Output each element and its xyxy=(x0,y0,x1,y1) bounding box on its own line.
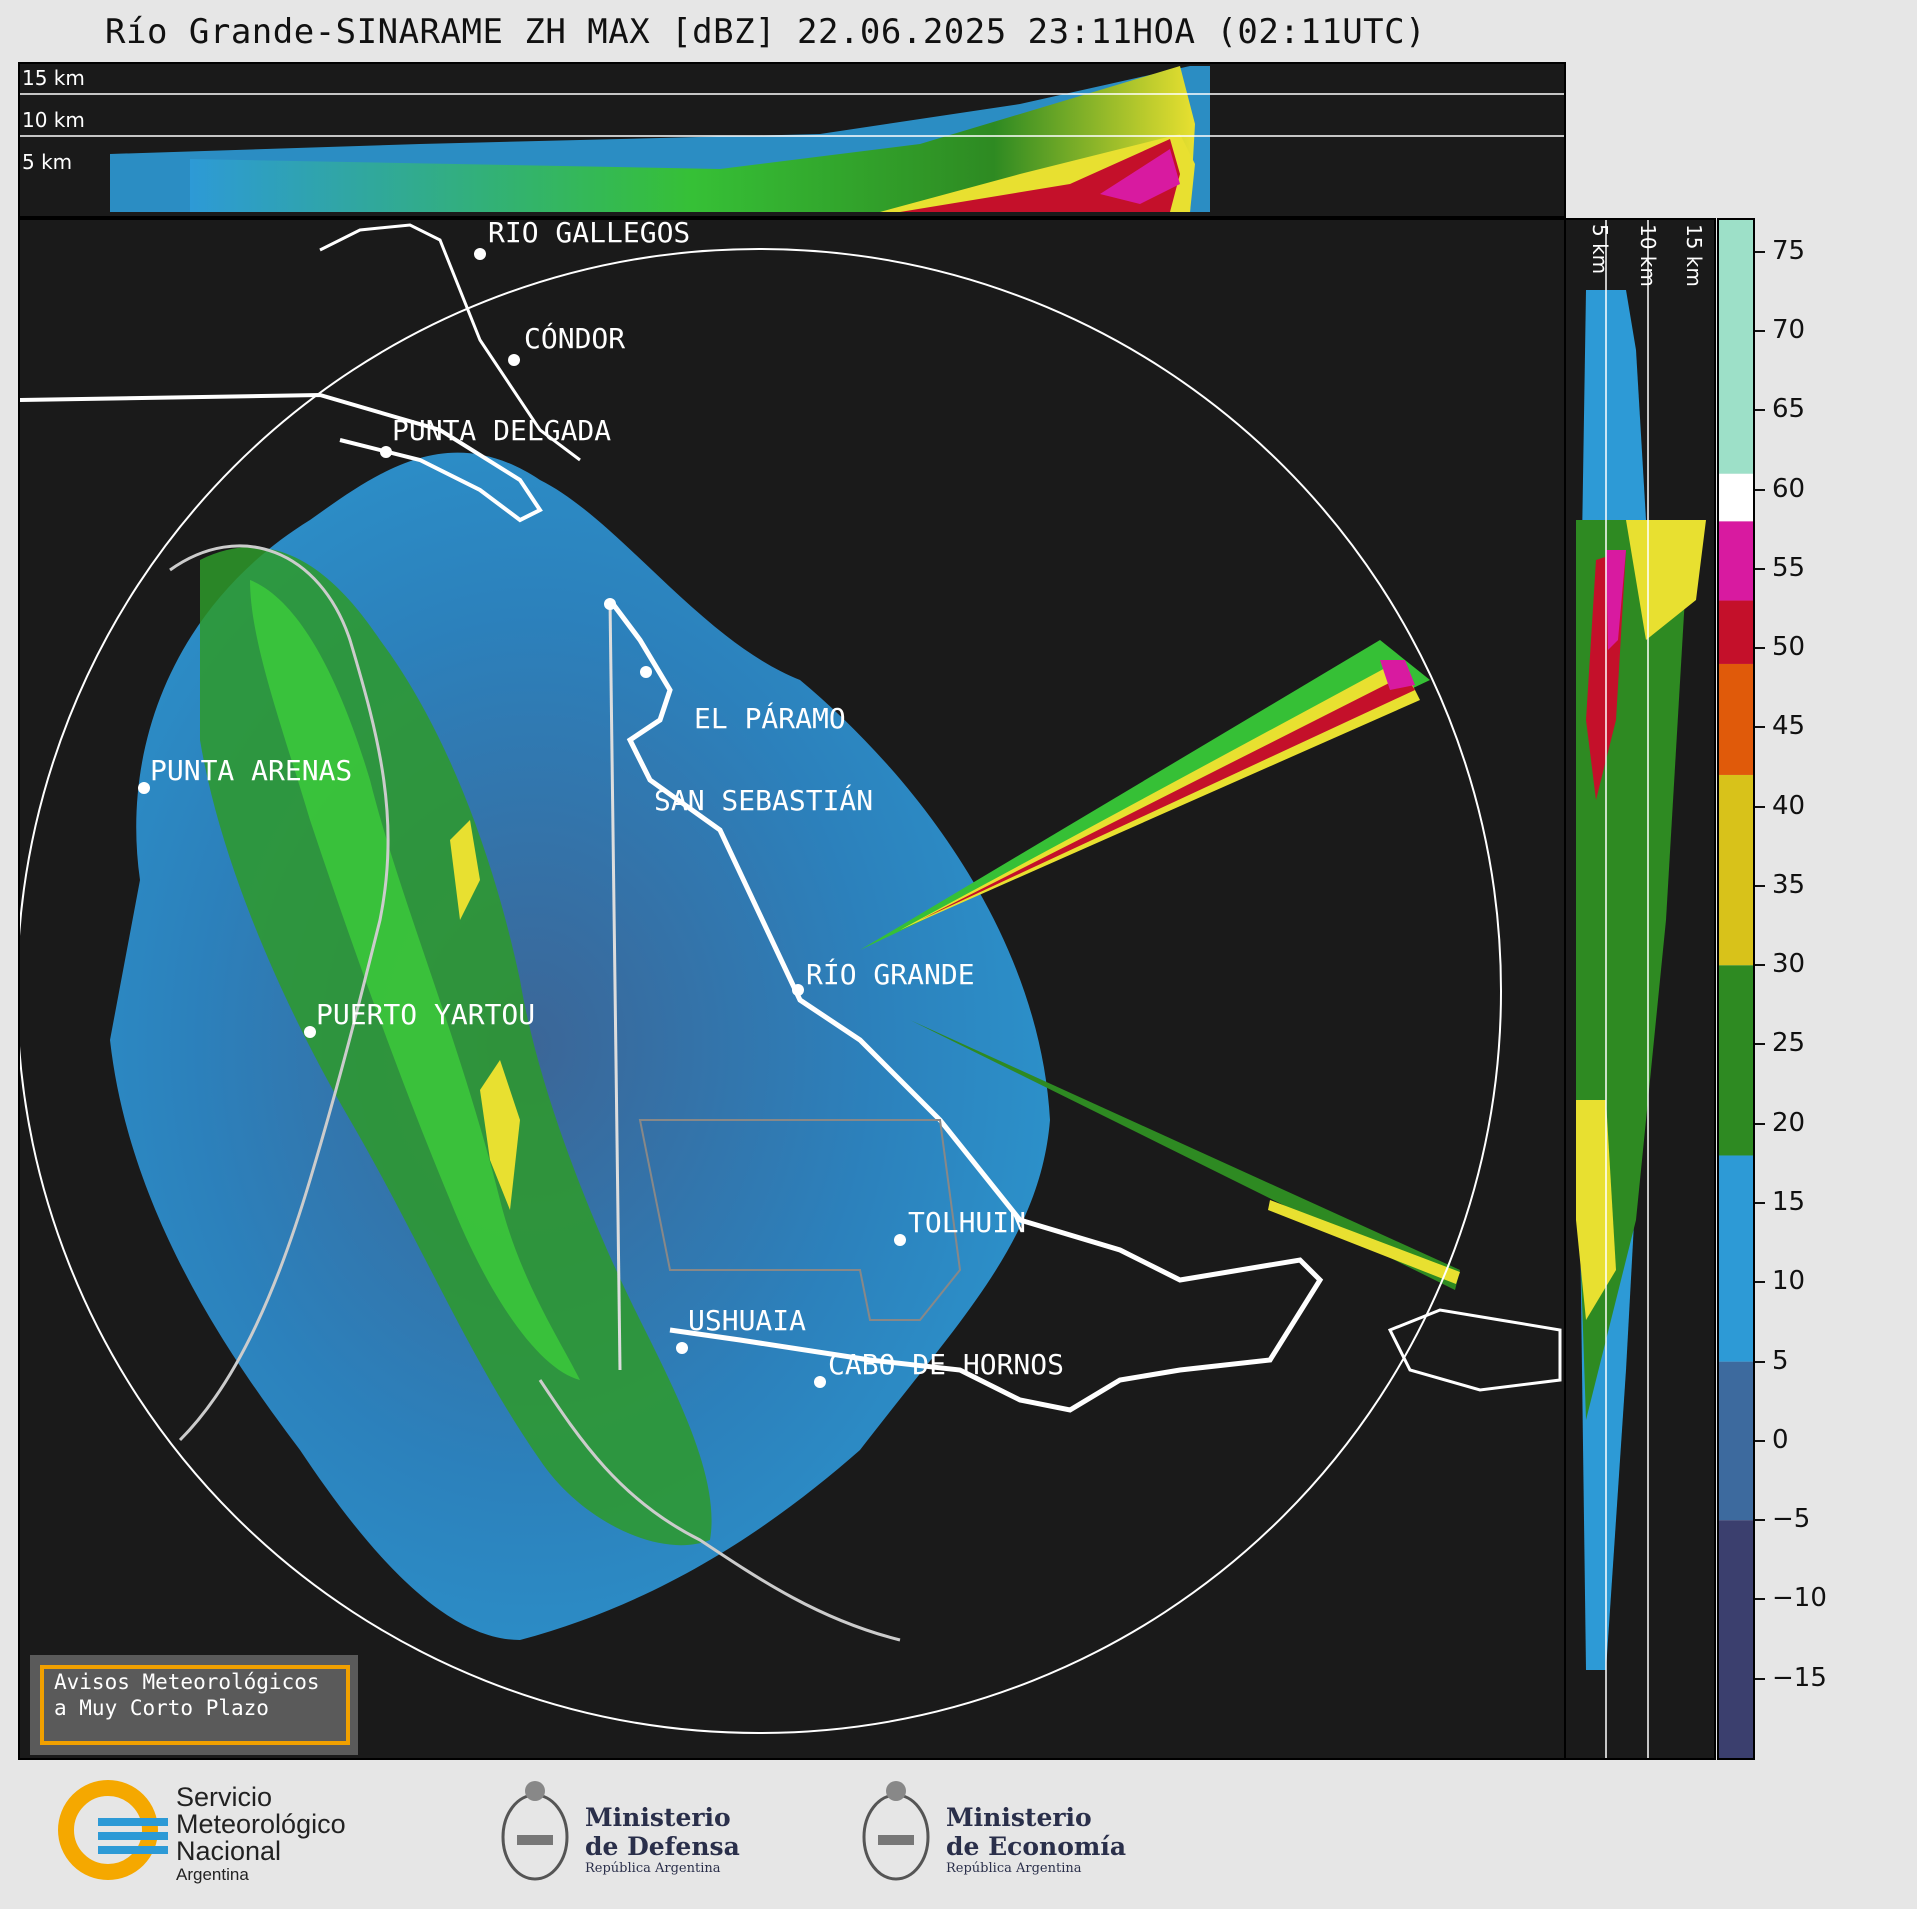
colorbar-tick-label: 30 xyxy=(1772,949,1806,980)
colorbar-tick xyxy=(1755,964,1765,967)
city-label: PUNTA ARENAS xyxy=(150,754,352,787)
colorbar-tick-label: 55 xyxy=(1772,552,1806,583)
colorbar-tick-label: −5 xyxy=(1772,1504,1811,1535)
colorbar-tick xyxy=(1755,726,1765,729)
colorbar-tick-label: 60 xyxy=(1772,473,1806,504)
colorbar-band xyxy=(1719,663,1753,775)
colorbar-tick-label: −10 xyxy=(1772,1583,1827,1614)
colorbar-tick xyxy=(1755,488,1765,491)
height-label-15km: 15 km xyxy=(22,66,85,90)
colorbar-tick xyxy=(1755,1677,1765,1680)
height-label-5km: 5 km xyxy=(22,150,73,174)
city-label: TOLHUIN xyxy=(908,1206,1026,1239)
city-label: RÍO GALLEGOS xyxy=(488,220,690,249)
colorbar-tick xyxy=(1755,1598,1765,1601)
notice-line-1: Avisos Meteorológicos xyxy=(54,1670,320,1694)
colorbar-tick-label: 5 xyxy=(1772,1345,1789,1376)
right-cross-section: 5 km 10 km 15 km xyxy=(1564,218,1716,1760)
defensa-line-1: Ministerio xyxy=(585,1803,731,1832)
smn-line-1: Servicio xyxy=(176,1782,273,1812)
colorbar-tick-label: 10 xyxy=(1772,1266,1806,1297)
colorbar-tick-label: 0 xyxy=(1772,1424,1789,1455)
colorbar-tick-label: 15 xyxy=(1772,1187,1806,1218)
economia-line-1: Ministerio xyxy=(946,1803,1092,1832)
colorbar-tick xyxy=(1755,329,1765,332)
colorbar-tick xyxy=(1755,805,1765,808)
right-echo-profile xyxy=(1576,220,1706,1758)
defensa-line-2: de Defensa xyxy=(585,1832,740,1861)
colorbar-tick xyxy=(1755,1519,1765,1522)
coat-of-arms-icon xyxy=(501,1781,569,1881)
colorbar-tick-label: 35 xyxy=(1772,869,1806,900)
height-label-5km: 5 km xyxy=(1588,224,1612,275)
colorbar-tick xyxy=(1755,250,1765,253)
coastline-tierra-del-fuego xyxy=(608,598,1324,1413)
dbz-colorbar xyxy=(1717,218,1755,1760)
colorbar-tick xyxy=(1755,1202,1765,1205)
colorbar-tick-label: 45 xyxy=(1772,711,1806,742)
colorbar-tick-label: 75 xyxy=(1772,235,1806,266)
city-label: PUERTO YARTOU xyxy=(316,998,535,1031)
height-label-10km: 10 km xyxy=(22,108,85,132)
coastline-north xyxy=(20,392,543,523)
colorbar-tick-label: 40 xyxy=(1772,790,1806,821)
colorbar-tick xyxy=(1755,1281,1765,1284)
city-label: RÍO GRANDE xyxy=(806,957,975,991)
range-ring xyxy=(20,248,1502,1734)
border-line xyxy=(608,599,622,1371)
city-label: SAN SEBASTIÁN xyxy=(654,783,873,817)
economia-line-2: de Economía xyxy=(946,1832,1127,1861)
colorbar-band xyxy=(1719,220,1753,474)
colorbar-tick xyxy=(1755,647,1765,650)
smn-emblem-icon xyxy=(58,1780,168,1880)
colorbar-tick-label: 25 xyxy=(1772,1028,1806,1059)
city-label: CABO DE HORNOS xyxy=(828,1348,1064,1381)
radar-plan-view: RÍO GALLEGOS CÓNDOR PUNTA DELGADA EL PÁR… xyxy=(20,220,1562,1734)
colorbar-tick-label: 65 xyxy=(1772,394,1806,425)
colorbar-tick xyxy=(1755,409,1765,412)
echo-ray xyxy=(860,640,1430,950)
map-title: Río Grande-SINARAME ZH MAX [dBZ] 22.06.2… xyxy=(105,12,1427,52)
top-echo-profile xyxy=(20,66,1564,212)
colorbar-band xyxy=(1719,1520,1753,1758)
notice-line-2: a Muy Corto Plazo xyxy=(54,1696,269,1720)
radar-map: RÍO GALLEGOS CÓNDOR PUNTA DELGADA EL PÁR… xyxy=(18,218,1566,1760)
city-label: EL PÁRAMO xyxy=(694,701,846,735)
defensa-logo: Ministerio de Defensa República Argentin… xyxy=(495,1775,755,1895)
colorbar-tick xyxy=(1755,1122,1765,1125)
economia-line-3: República Argentina xyxy=(946,1861,1082,1876)
coat-of-arms-icon xyxy=(862,1781,930,1881)
city-label: PUNTA DELGADA xyxy=(392,414,611,447)
colorbar-tick xyxy=(1755,884,1765,887)
colorbar-tick xyxy=(1755,1043,1765,1046)
colorbar-tick-label: 20 xyxy=(1772,1107,1806,1138)
colorbar-band xyxy=(1719,965,1753,1156)
smn-line-4: Argentina xyxy=(176,1865,249,1884)
colorbar-band xyxy=(1719,1155,1753,1362)
height-label-15km: 15 km xyxy=(1682,224,1706,287)
colorbar-tick-label: 70 xyxy=(1772,314,1806,345)
smn-line-3: Nacional xyxy=(176,1836,282,1866)
notice-box: Avisos Meteorológicos a Muy Corto Plazo xyxy=(30,1655,358,1755)
top-cross-section: 15 km 10 km 5 km xyxy=(18,62,1566,218)
colorbar-tick xyxy=(1755,1360,1765,1363)
colorbar-band xyxy=(1719,473,1753,522)
smn-logo: Servicio Meteorológico Nacional Argentin… xyxy=(58,1780,388,1890)
colorbar-tick-label: −15 xyxy=(1772,1662,1827,1693)
economia-logo: Ministerio de Economía República Argenti… xyxy=(856,1775,1136,1895)
colorbar-tick xyxy=(1755,1439,1765,1442)
city-label: CÓNDOR xyxy=(524,321,625,355)
colorbar-band xyxy=(1719,521,1753,601)
colorbar-bands xyxy=(1719,220,1753,1758)
colorbar-tick-label: 50 xyxy=(1772,632,1806,663)
colorbar-band xyxy=(1719,774,1753,966)
colorbar-band xyxy=(1719,600,1753,664)
smn-line-2: Meteorológico xyxy=(176,1809,346,1839)
defensa-line-3: República Argentina xyxy=(585,1861,721,1876)
height-label-10km: 10 km xyxy=(1636,224,1660,287)
colorbar-band xyxy=(1719,1361,1753,1521)
colorbar-tick xyxy=(1755,567,1765,570)
city-label: USHUAIA xyxy=(688,1304,806,1337)
